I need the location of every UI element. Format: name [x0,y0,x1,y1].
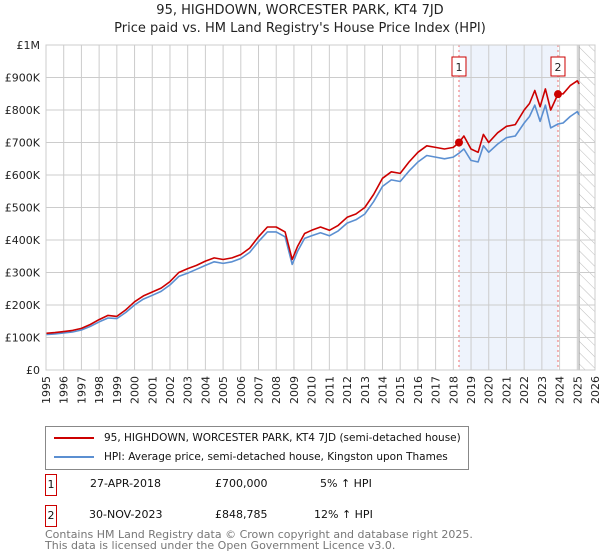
price-chart: 1 2 1995 1996 1997 1998 1999 2000 2001 2002 2003 20… [5,39,600,404]
x-tick-label: 2018 [447,376,460,404]
x-tick-label: 2001 [146,376,159,404]
x-tick-label: 2008 [270,376,283,404]
x-tick-label: 2022 [518,376,531,404]
sale-point [553,90,562,99]
transaction-row: 2 30-NOV-2023 £848,785 12% ↑ HPI [45,505,445,527]
x-tick-label: 2016 [412,376,425,404]
y-tick-label: £1M [17,39,41,52]
y-tick-label: £100K [5,332,41,345]
x-tick-label: 2005 [217,376,230,404]
legend-label: HPI: Average price, semi-detached house,… [104,451,448,463]
x-tick-label: 2000 [129,376,142,404]
y-tick-label: £400K [5,234,41,247]
x-tick-label: 2019 [465,376,478,404]
transaction-badge: 1 [45,474,57,496]
y-tick-label: £500K [5,202,41,215]
y-tick-label: £0 [26,364,40,377]
x-tick-label: 2020 [483,376,496,404]
x-tick-label: 2013 [359,376,372,404]
x-tick-label: 2025 [571,376,584,404]
x-tick-label: 2006 [235,376,248,404]
x-tick-label: 2009 [288,376,301,404]
transaction-row: 1 27-APR-2018 £700,000 5% ↑ HPI [45,474,445,496]
transaction-badge: 2 [45,505,57,527]
x-tick-label: 2011 [323,376,336,404]
sale-badge-box [451,56,467,77]
y-tick-label: £700K [5,137,41,150]
transaction-date: 30-NOV-2023 [89,508,163,521]
property-price-line [45,80,580,335]
y-tick-label: £600K [5,169,41,182]
x-tick-label: 2015 [394,376,407,404]
legend-item-hpi: HPI: Average price, semi-detached house,… [54,448,448,466]
legend: 95, HIGHDOWN, WORCESTER PARK, KT4 7JD (s… [45,426,469,470]
plot-frame [45,44,596,371]
transaction-hpi: 5% ↑ HPI [320,477,372,490]
hpi-line [45,104,580,336]
transaction-hpi: 12% ↑ HPI [314,508,373,521]
x-tick-label: 2024 [554,376,567,404]
sale-badge-label: 2 [554,61,561,74]
x-tick-label: 2004 [199,376,212,404]
x-tick-label: 1995 [40,376,53,404]
legend-swatch-blue [54,456,94,458]
sale-badge-box [550,56,566,77]
x-tick-label: 2026 [589,376,600,404]
transaction-price: £848,785 [215,508,268,521]
x-tick-label: 2003 [182,376,195,404]
footer-line: Contains HM Land Registry data © Crown c… [45,528,473,541]
chart-subtitle: Price paid vs. HM Land Registry's House … [114,21,486,36]
y-tick-label: £800K [5,104,41,117]
x-tick-label: 1999 [111,376,124,404]
x-tick-label: 2014 [376,376,389,404]
x-tick-label: 2007 [253,376,266,404]
x-tick-label: 2010 [306,376,319,404]
x-tick-label: 2017 [430,376,443,404]
legend-label: 95, HIGHDOWN, WORCESTER PARK, KT4 7JD (s… [104,432,461,444]
chart-title: 95, HIGHDOWN, WORCESTER PARK, KT4 7JD [156,3,444,18]
sale-point [454,138,463,147]
sale-badge-label: 1 [455,61,462,74]
x-tick-label: 1997 [75,376,88,404]
transaction-price: £700,000 [215,477,268,490]
y-tick-label: £900K [5,72,41,85]
y-tick-label: £300K [5,267,41,280]
legend-item-property: 95, HIGHDOWN, WORCESTER PARK, KT4 7JD (s… [54,429,461,447]
y-tick-label: £200K [5,299,41,312]
legend-swatch-red [54,437,94,439]
x-tick-label: 2012 [341,376,354,404]
x-tick-label: 2023 [536,376,549,404]
footer-attribution: Contains HM Land Registry data © Crown c… [45,529,473,551]
transaction-date: 27-APR-2018 [90,477,162,490]
x-tick-label: 2002 [164,376,177,404]
footer-line: This data is licensed under the Open Gov… [45,539,396,552]
x-tick-label: 1996 [58,376,71,404]
x-tick-label: 2021 [500,376,513,404]
x-tick-label: 1998 [93,376,106,404]
